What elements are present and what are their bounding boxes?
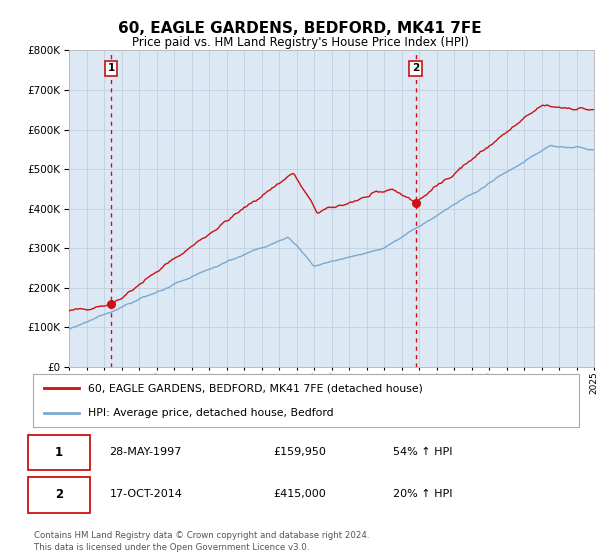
- Text: 54% ↑ HPI: 54% ↑ HPI: [394, 447, 453, 458]
- Text: 1: 1: [55, 446, 63, 459]
- Text: 17-OCT-2014: 17-OCT-2014: [109, 489, 182, 500]
- Text: 60, EAGLE GARDENS, BEDFORD, MK41 7FE (detached house): 60, EAGLE GARDENS, BEDFORD, MK41 7FE (de…: [88, 384, 422, 394]
- Text: 2: 2: [412, 63, 419, 73]
- Text: This data is licensed under the Open Government Licence v3.0.: This data is licensed under the Open Gov…: [34, 543, 310, 552]
- FancyBboxPatch shape: [28, 477, 91, 512]
- Text: 20% ↑ HPI: 20% ↑ HPI: [394, 489, 453, 500]
- Text: £415,000: £415,000: [273, 489, 326, 500]
- Text: Contains HM Land Registry data © Crown copyright and database right 2024.: Contains HM Land Registry data © Crown c…: [34, 531, 370, 540]
- Text: 1: 1: [107, 63, 115, 73]
- Text: Price paid vs. HM Land Registry's House Price Index (HPI): Price paid vs. HM Land Registry's House …: [131, 36, 469, 49]
- Text: HPI: Average price, detached house, Bedford: HPI: Average price, detached house, Bedf…: [88, 408, 333, 418]
- FancyBboxPatch shape: [28, 435, 91, 470]
- Text: 2: 2: [55, 488, 63, 501]
- Text: £159,950: £159,950: [273, 447, 326, 458]
- FancyBboxPatch shape: [33, 374, 579, 427]
- Text: 60, EAGLE GARDENS, BEDFORD, MK41 7FE: 60, EAGLE GARDENS, BEDFORD, MK41 7FE: [118, 21, 482, 36]
- Text: 28-MAY-1997: 28-MAY-1997: [109, 447, 182, 458]
